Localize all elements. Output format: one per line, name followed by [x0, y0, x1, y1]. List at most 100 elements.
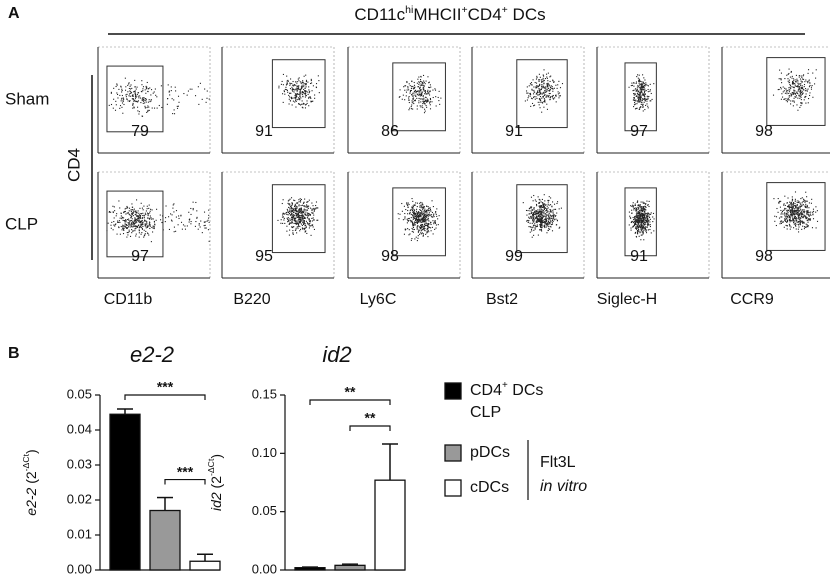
dot: [424, 218, 426, 220]
dot: [416, 108, 418, 110]
dot: [784, 195, 786, 197]
dot: [308, 220, 311, 222]
dot: [296, 202, 298, 205]
dot: [296, 213, 298, 215]
dot: [791, 86, 793, 88]
dot: [536, 87, 538, 89]
dot: [642, 217, 644, 219]
dot: [143, 235, 145, 237]
dot: [438, 90, 440, 92]
dot: [144, 234, 146, 236]
dot: [194, 225, 196, 227]
dot: [646, 218, 648, 221]
dot: [542, 77, 544, 79]
dot: [789, 76, 791, 78]
dot: [795, 223, 797, 225]
dot: [290, 211, 292, 213]
dot: [639, 100, 641, 102]
dot: [635, 81, 637, 83]
dot: [533, 213, 535, 215]
dot: [641, 94, 643, 96]
dot: [793, 217, 796, 219]
dot: [637, 77, 639, 79]
dot: [425, 96, 427, 98]
dot: [545, 86, 547, 88]
bar: [109, 413, 141, 571]
dot: [526, 92, 528, 94]
dot: [772, 94, 775, 96]
dot: [131, 203, 133, 205]
dot: [298, 224, 300, 226]
dot: [547, 220, 550, 222]
dot: [801, 92, 803, 94]
dot: [425, 100, 427, 103]
dot: [420, 220, 422, 222]
dot: [792, 78, 795, 80]
dot: [118, 221, 120, 223]
dot: [413, 213, 415, 216]
dot: [636, 219, 638, 221]
dot: [549, 97, 551, 99]
dot: [196, 216, 198, 218]
dot: [290, 197, 293, 199]
dot: [644, 108, 646, 111]
dot: [118, 88, 120, 90]
dot: [137, 100, 139, 102]
dot: [790, 87, 792, 90]
dot: [418, 90, 420, 92]
dot: [794, 93, 796, 95]
dot: [539, 79, 541, 81]
dot: [418, 221, 420, 223]
dot: [535, 210, 537, 212]
dot: [799, 89, 801, 91]
dot: [793, 89, 795, 91]
dot: [425, 219, 428, 221]
dot: [135, 100, 137, 103]
dot: [530, 105, 532, 107]
dot: [424, 211, 426, 213]
dot: [294, 96, 297, 98]
dot: [207, 219, 209, 221]
dot: [421, 84, 423, 86]
dot: [419, 87, 421, 89]
dot: [649, 218, 651, 220]
dot: [549, 80, 551, 83]
dot: [538, 215, 540, 217]
dot: [132, 215, 134, 217]
dot: [804, 205, 806, 207]
dot: [113, 217, 115, 219]
dot: [638, 95, 640, 97]
dot: [802, 225, 804, 227]
dot: [640, 106, 642, 108]
dot: [132, 230, 134, 232]
dot: [796, 78, 798, 80]
dot: [134, 217, 136, 219]
dot: [112, 211, 114, 213]
dot: [559, 95, 562, 97]
dot: [437, 218, 439, 220]
dot: [195, 220, 197, 223]
dot: [648, 216, 651, 219]
dot: [410, 108, 413, 110]
dot: [528, 217, 530, 219]
dot: [299, 228, 302, 230]
significance-bracket: [164, 478, 206, 485]
dot: [151, 226, 153, 228]
dot: [294, 204, 296, 206]
dot: [170, 219, 173, 221]
dot: [641, 91, 643, 93]
dot: [434, 228, 436, 230]
dot: [550, 217, 552, 219]
dot: [414, 224, 416, 226]
dot: [429, 101, 431, 103]
dot: [123, 98, 125, 100]
y-tick-label: 0.02: [67, 491, 92, 506]
dot: [122, 228, 125, 230]
dot: [406, 81, 408, 84]
dot: [803, 226, 806, 228]
dot: [634, 227, 637, 229]
dot: [136, 218, 138, 220]
dot: [146, 217, 149, 219]
dot: [785, 90, 787, 92]
dot: [424, 214, 426, 216]
